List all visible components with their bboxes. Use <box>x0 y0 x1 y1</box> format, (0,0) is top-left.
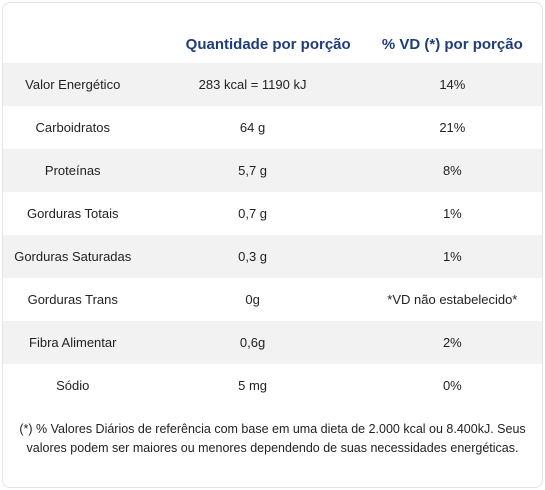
nutrient-daily-value: 1% <box>442 206 462 221</box>
nutrient-quantity: 0,3 g <box>238 249 268 264</box>
nutrient-quantity: 283 kcal = 1190 kJ <box>198 77 307 92</box>
nutrient-name: Sódio <box>56 378 90 393</box>
nutrient-daily-value: 21% <box>439 120 466 135</box>
table-row: Proteínas 5,7 g 8% <box>3 149 542 192</box>
footnote: (*) % Valores Diários de referência com … <box>19 422 526 455</box>
nutrient-daily-value: 2% <box>442 335 462 350</box>
table-header: Quantidade por porção % VD (*) por porçã… <box>3 3 542 63</box>
header-daily-value: % VD (*) por porção <box>381 36 523 53</box>
nutrient-name: Proteínas <box>44 163 101 178</box>
nutrient-name: Valor Energético <box>25 77 121 92</box>
nutrient-quantity: 0,7 g <box>238 206 268 221</box>
nutrient-quantity: 5,7 g <box>238 163 268 178</box>
nutrient-name: Gorduras Saturadas <box>14 249 132 264</box>
nutrient-daily-value: 1% <box>442 249 462 264</box>
table-row: Gorduras Trans 0g *VD não estabelecido* <box>3 278 542 321</box>
table-row: Valor Energético 283 kcal = 1190 kJ 14% <box>3 63 542 106</box>
nutrient-quantity: 64 g <box>239 120 266 135</box>
table-row: Gorduras Saturadas 0,3 g 1% <box>3 235 542 278</box>
nutrient-name: Gorduras Totais <box>26 206 119 221</box>
table-row: Sódio 5 mg 0% <box>3 364 542 407</box>
table-row: Carboidratos 64 g 21% <box>3 106 542 149</box>
nutrient-daily-value: 8% <box>442 163 462 178</box>
nutrient-quantity: 5 mg <box>238 378 268 393</box>
nutrient-name: Fibra Alimentar <box>29 335 117 350</box>
nutrient-daily-value: *VD não estabelecido* <box>387 292 518 307</box>
table-row: Gorduras Totais 0,7 g 1% <box>3 192 542 235</box>
header-quantity: Quantidade por porção <box>185 36 351 53</box>
nutrient-name: Gorduras Trans <box>27 292 118 307</box>
nutrient-name: Carboidratos <box>35 120 110 135</box>
nutrient-quantity: 0g <box>245 292 260 307</box>
nutrient-daily-value: 0% <box>442 378 462 393</box>
nutrient-quantity: 0,6g <box>239 335 266 350</box>
nutrient-daily-value: 14% <box>439 77 466 92</box>
table-row: Fibra Alimentar 0,6g 2% <box>3 321 542 364</box>
